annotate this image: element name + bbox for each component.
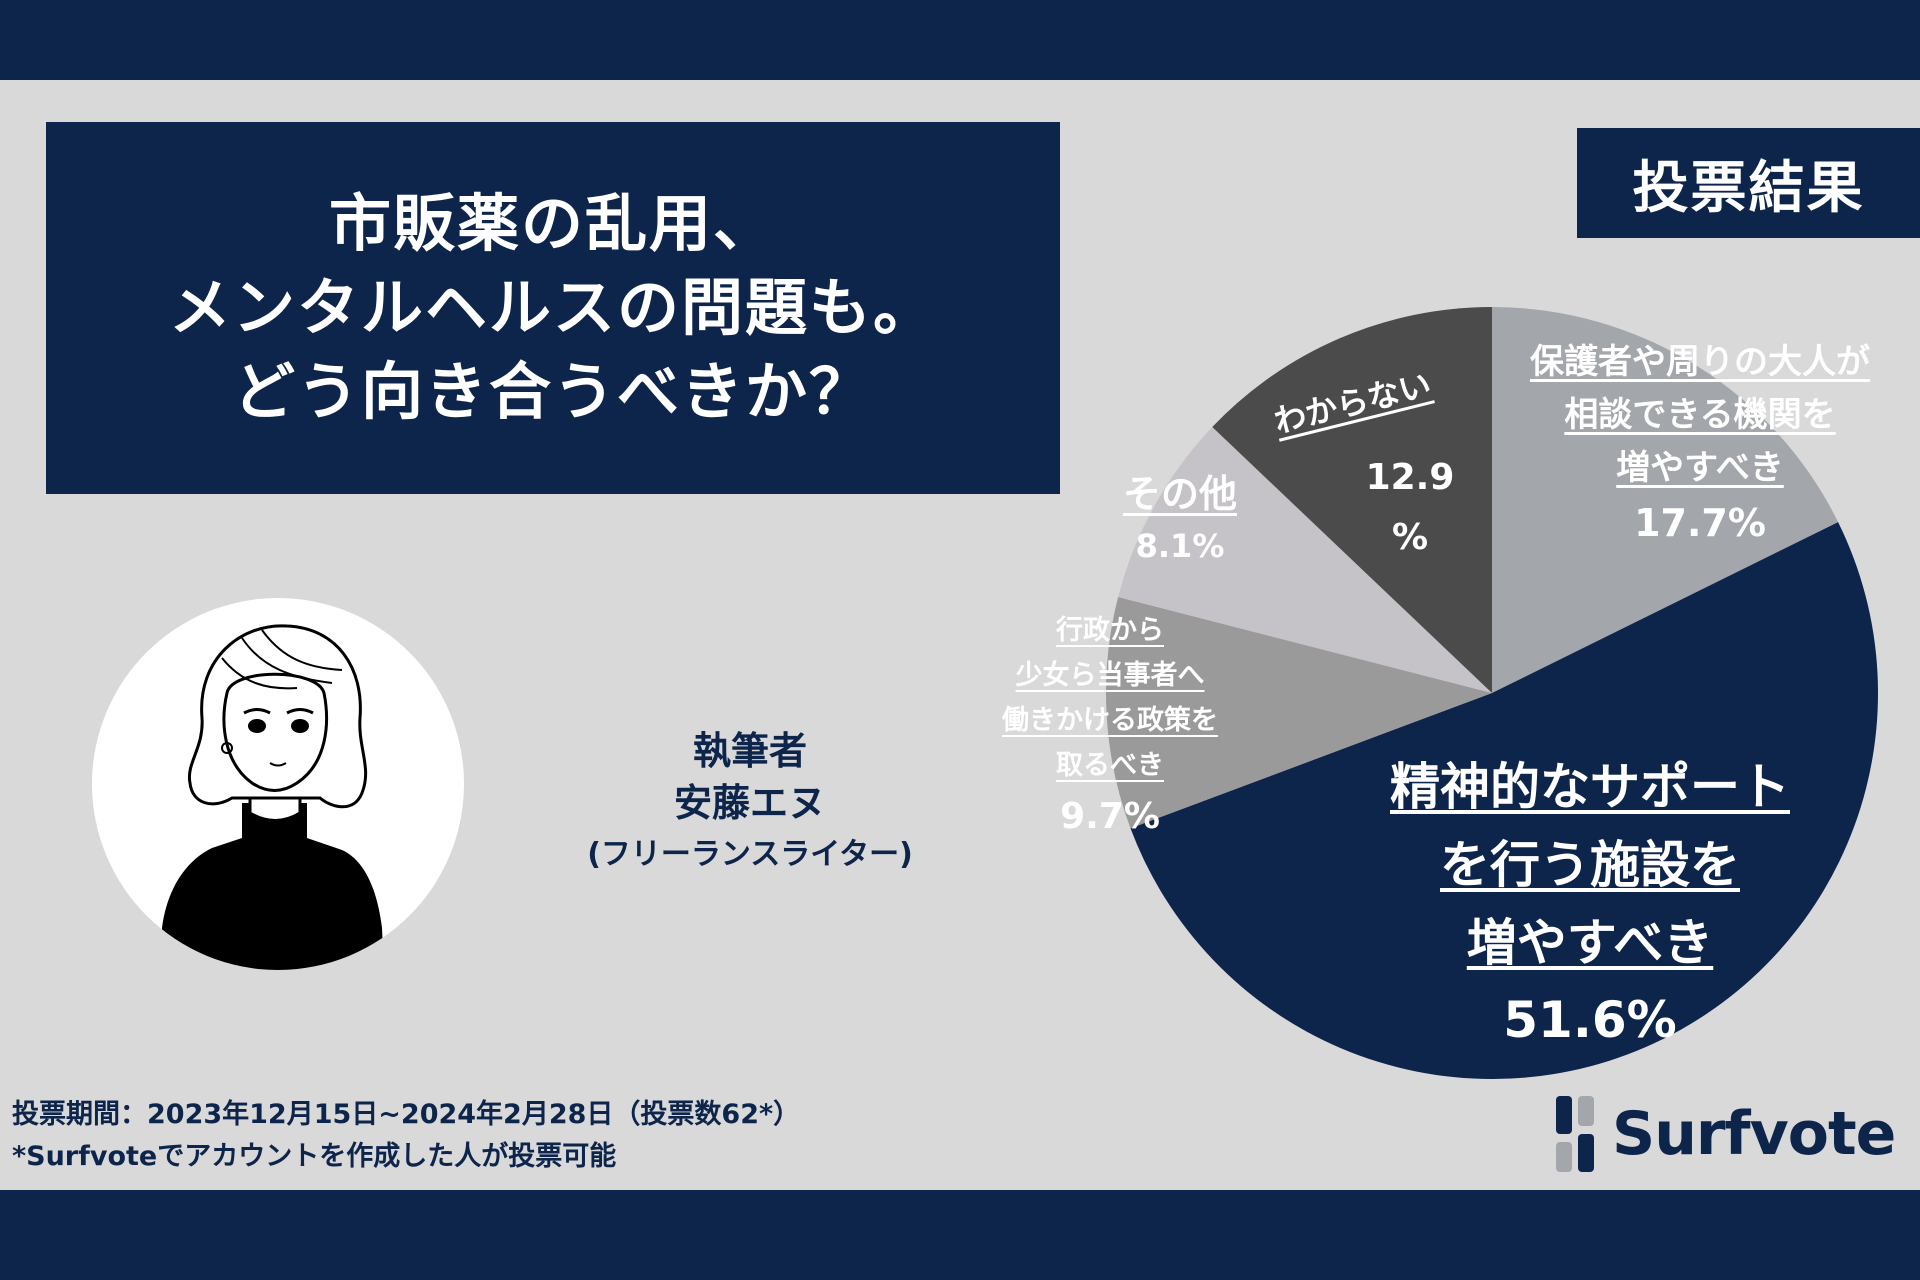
vote-note: *Surfvoteでアカウントを作成した人が投票可能	[12, 1141, 617, 1172]
author-title: (フリーランスライター)	[587, 837, 913, 872]
pie-slice-government	[1106, 597, 1492, 829]
slice-value-other: 8.1%	[1135, 527, 1225, 565]
slice-label-support-line-3: 増やすべき	[1466, 914, 1714, 972]
author-name: 安藤エヌ	[673, 781, 826, 825]
slice-label-government-line-3: 働きかける政策を	[1002, 705, 1218, 736]
slice-label-other-line-1: その他	[1122, 472, 1237, 516]
slice-value-guardian: 17.7%	[1634, 501, 1766, 545]
surfvote-logo-text: Surfvote	[1612, 1099, 1896, 1169]
pie-slice-unknown	[1212, 307, 1492, 693]
slice-label-guardian-line-1: 保護者や周りの大人が	[1530, 342, 1870, 382]
author-avatar	[92, 598, 464, 970]
slice-value-support: 51.6%	[1503, 991, 1677, 1049]
slice-label-support-line-1: 精神的なサポート	[1390, 758, 1790, 816]
title-box: 市販薬の乱用、 メンタルヘルスの問題も。 どう向き合うべきか？	[46, 122, 1060, 494]
slice-label-support-line-2: を行う施設を	[1440, 836, 1740, 894]
slice-label-guardian: 保護者や周りの大人が 相談できる機関を 増やすべき 17.7%	[1490, 336, 1910, 551]
surfvote-logo: Surfvote	[1552, 1094, 1902, 1174]
slice-label-government: 行政から 少女ら当事者へ 働きかける政策を 取るべき 9.7%	[960, 608, 1260, 846]
surfvote-mark-icon	[1556, 1096, 1594, 1172]
title-line-3: どう向き合うべきか？	[232, 355, 873, 428]
title-line-1: 市販薬の乱用、	[328, 187, 777, 260]
slice-label-other: その他 8.1%	[1100, 468, 1260, 572]
title-line-2: メンタルヘルスの問題も。	[168, 271, 937, 344]
pie-slice-guardian	[1492, 307, 1839, 693]
footer-notes: 投票期間：2023年12月15日~2024年2月28日（投票数62*） *Sur…	[12, 1094, 800, 1178]
result-badge: 投票結果	[1577, 128, 1920, 238]
slice-label-government-line-4: 取るべき	[1056, 750, 1164, 781]
slice-label-government-line-1: 行政から	[1056, 615, 1164, 646]
vote-period: 投票期間：2023年12月15日~2024年2月28日（投票数62*）	[12, 1099, 801, 1130]
slice-label-support: 精神的なサポート を行う施設を 増やすべき 51.6%	[1350, 748, 1830, 1058]
slice-label-government-line-2: 少女ら当事者へ	[1015, 660, 1205, 691]
slice-label-guardian-line-3: 増やすべき	[1616, 448, 1784, 488]
bottom-band	[0, 1190, 1920, 1280]
author-illustration-icon	[162, 624, 384, 970]
slice-value-unknown-line-1: 12.9	[1365, 457, 1455, 498]
pie-slice-support	[1130, 522, 1879, 1080]
slice-label-guardian-line-2: 相談できる機関を	[1564, 395, 1836, 435]
top-band	[0, 0, 1920, 80]
pie-slice-other	[1118, 427, 1492, 693]
slice-value-unknown-line-2: %	[1391, 517, 1429, 558]
slice-value-government: 9.7%	[1060, 796, 1160, 837]
slice-value-unknown: 12.9 %	[1360, 448, 1460, 568]
author-block: 執筆者 安藤エヌ (フリーランスライター)	[540, 725, 960, 881]
author-role: 執筆者	[692, 729, 807, 773]
